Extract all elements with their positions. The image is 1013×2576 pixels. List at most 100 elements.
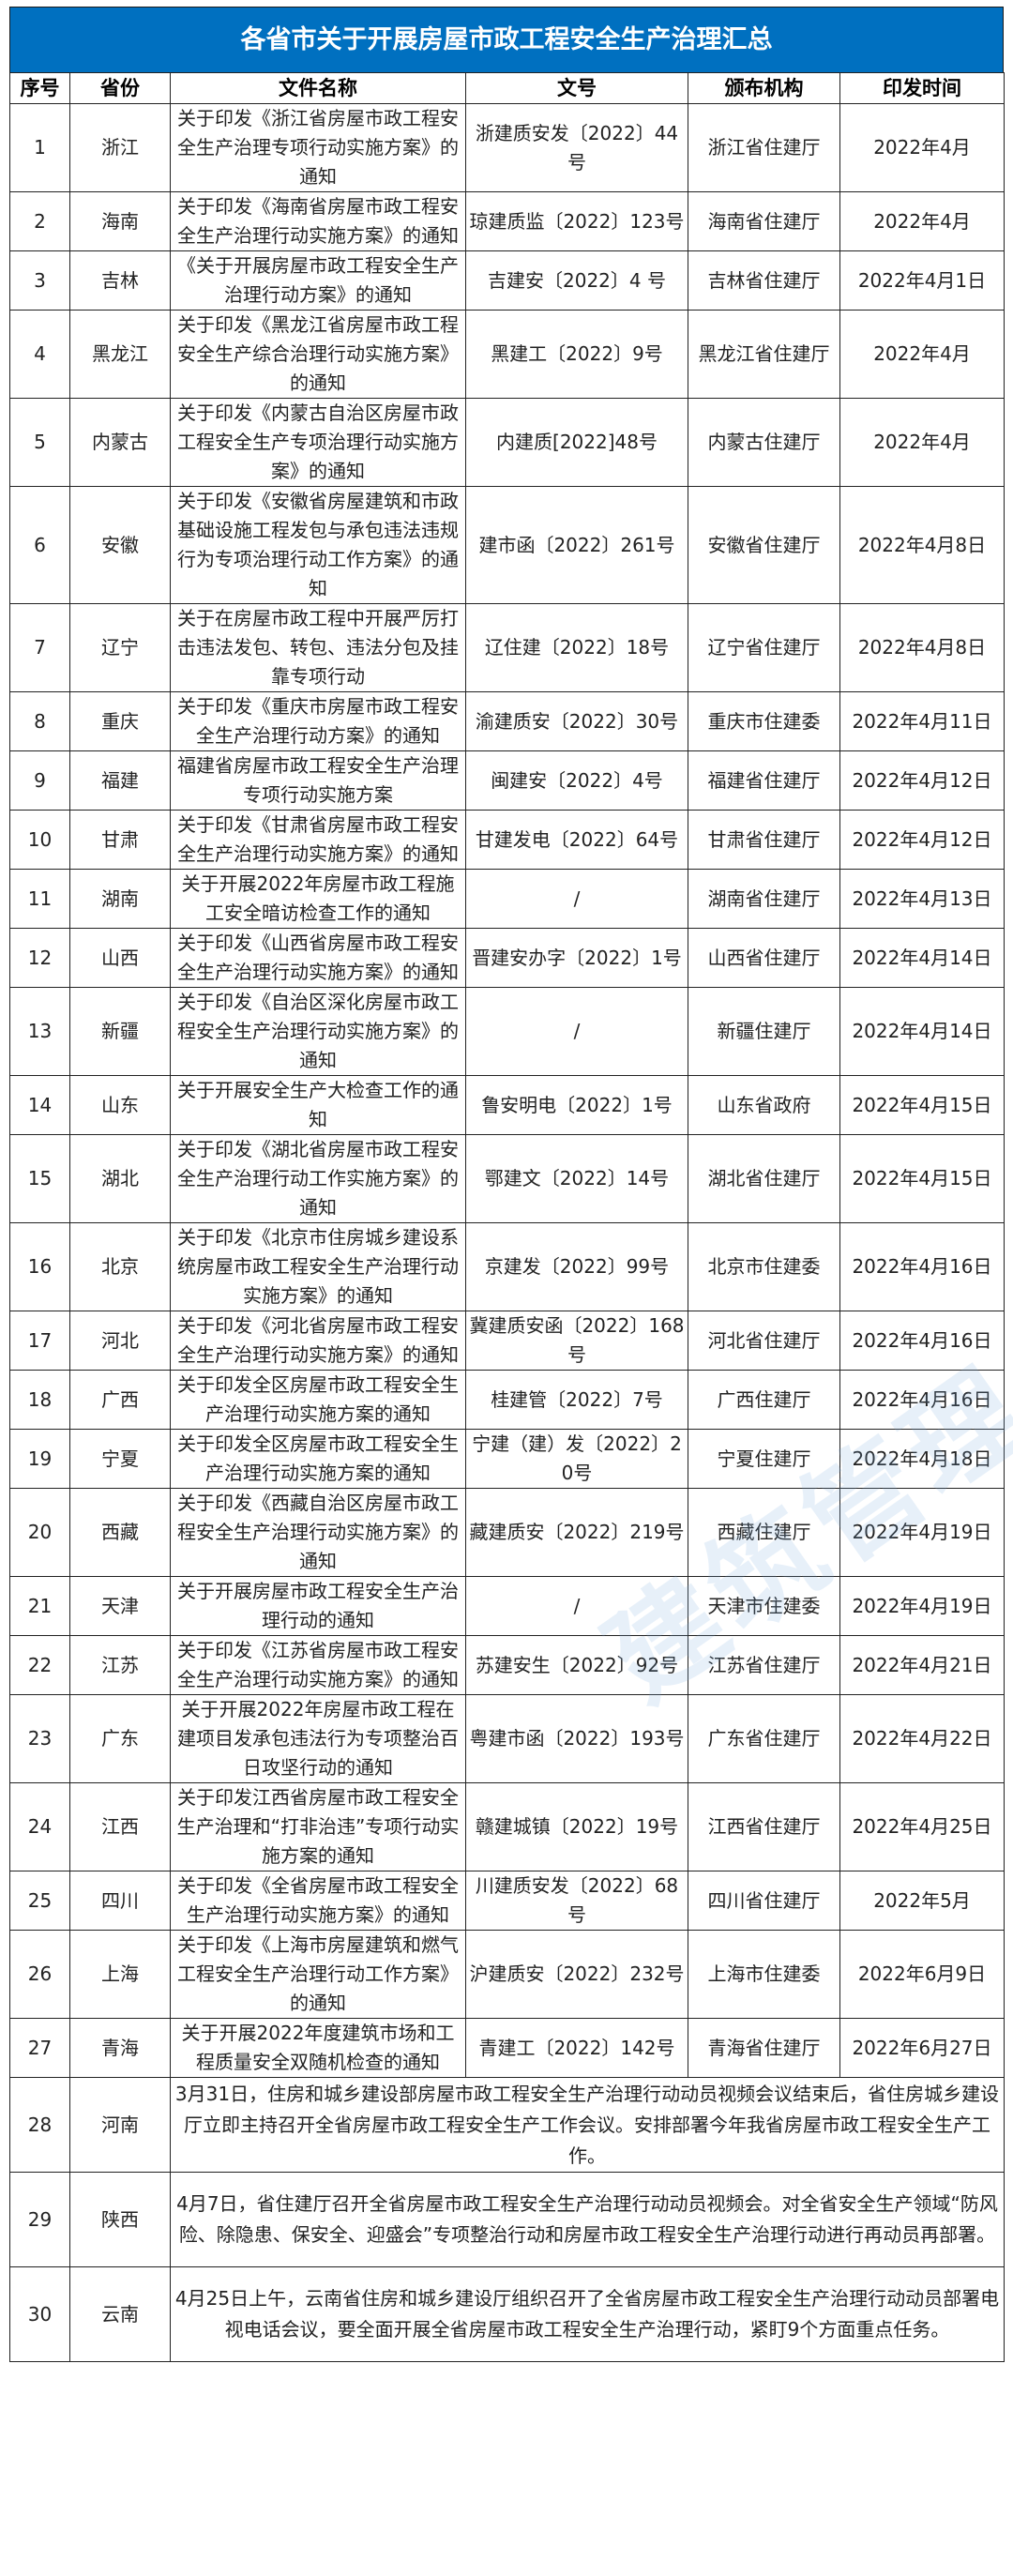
table-row: 14 山东 关于开展安全生产大检查工作的通知 鲁安明电〔2022〕1号 山东省政府 202… xyxy=(9,1075,1005,1135)
cell-index: 8 xyxy=(9,691,70,751)
cell-document-name: 关于开展2022年房屋市政工程施工安全暗访检查工作的通知 xyxy=(170,869,466,929)
cell-issuing-agency: 天津市住建委 xyxy=(688,1576,840,1636)
cell-note: 4月25日上午，云南省住房和城乡建设厅组织召开了全省房屋市政工程安全生产治理行动… xyxy=(170,2266,1005,2362)
header-issuing-agency: 颁布机构 xyxy=(688,72,840,104)
cell-document-number: 晋建安办字〔2022〕1号 xyxy=(465,928,688,988)
cell-index: 12 xyxy=(9,928,70,988)
cell-issue-date: 2022年4月11日 xyxy=(839,691,1005,751)
cell-document-name: 福建省房屋市政工程安全生产治理专项行动实施方案 xyxy=(170,750,466,811)
cell-province: 河南 xyxy=(69,2077,171,2173)
table-row: 6 安徽 关于印发《安徽省房屋建筑和市政基础设施工程发包与承包违法违规行为专项治理行… xyxy=(9,486,1005,604)
cell-document-number: 冀建质安函〔2022〕168号 xyxy=(465,1311,688,1371)
cell-document-number: 川建质安发〔2022〕68号 xyxy=(465,1871,688,1931)
cell-document-name: 关于开展2022年房屋市政工程在建项目发承包违法行为专项整治百日攻坚行动的通知 xyxy=(170,1694,466,1783)
cell-document-name: 关于印发《上海市房屋建筑和燃气工程安全生产治理行动工作方案》的通知 xyxy=(170,1930,466,2019)
cell-issuing-agency: 安徽省住建厅 xyxy=(688,486,840,604)
cell-issue-date: 2022年4月 xyxy=(839,103,1005,192)
cell-document-number: 建市函〔2022〕261号 xyxy=(465,486,688,604)
cell-document-name: 关于印发《全省房屋市政工程安全生产治理行动实施方案》的通知 xyxy=(170,1871,466,1931)
cell-issue-date: 2022年6月27日 xyxy=(839,2018,1005,2078)
cell-index: 1 xyxy=(9,103,70,192)
cell-issuing-agency: 广东省住建厅 xyxy=(688,1694,840,1783)
cell-index: 15 xyxy=(9,1134,70,1223)
table-row: 12 山西 关于印发《山西省房屋市政工程安全生产治理行动实施方案》的通知 晋建安办字〔… xyxy=(9,928,1005,988)
cell-issuing-agency: 江苏省住建厅 xyxy=(688,1635,840,1695)
cell-document-number: 浙建质安发〔2022〕44号 xyxy=(465,103,688,192)
cell-document-number: 吉建安〔2022〕4 号 xyxy=(465,250,688,311)
header-index: 序号 xyxy=(9,72,70,104)
table-row: 2 海南 关于印发《海南省房屋市政工程安全生产治理行动实施方案》的通知 琼建质监〔20… xyxy=(9,191,1005,251)
header-issue-date: 印发时间 xyxy=(839,72,1005,104)
cell-index: 29 xyxy=(9,2172,70,2267)
cell-index: 19 xyxy=(9,1429,70,1489)
cell-issue-date: 2022年4月12日 xyxy=(839,810,1005,870)
cell-note: 4月7日，省住建厅召开全省房屋市政工程安全生产治理行动动员视频会。对全省安全生产… xyxy=(170,2172,1005,2267)
cell-document-number: 闽建安〔2022〕4号 xyxy=(465,750,688,811)
cell-province: 四川 xyxy=(69,1871,171,1931)
cell-issue-date: 2022年4月13日 xyxy=(839,869,1005,929)
cell-province: 海南 xyxy=(69,191,171,251)
cell-issuing-agency: 山东省政府 xyxy=(688,1075,840,1135)
cell-issuing-agency: 山西省住建厅 xyxy=(688,928,840,988)
cell-index: 16 xyxy=(9,1222,70,1311)
table-row: 25 四川 关于印发《全省房屋市政工程安全生产治理行动实施方案》的通知 川建质安发〔2… xyxy=(9,1871,1005,1931)
cell-document-number: 桂建管〔2022〕7号 xyxy=(465,1370,688,1430)
cell-index: 3 xyxy=(9,250,70,311)
cell-index: 17 xyxy=(9,1311,70,1371)
table-row: 11 湖南 关于开展2022年房屋市政工程施工安全暗访检查工作的通知 / 湖南省住建厅 2… xyxy=(9,869,1005,929)
cell-document-number: 青建工〔2022〕142号 xyxy=(465,2018,688,2078)
cell-index: 9 xyxy=(9,750,70,811)
table-row: 17 河北 关于印发《河北省房屋市政工程安全生产治理行动实施方案》的通知 冀建质安函〔… xyxy=(9,1311,1005,1371)
cell-index: 11 xyxy=(9,869,70,929)
cell-province: 云南 xyxy=(69,2266,171,2362)
cell-document-number: / xyxy=(465,869,688,929)
table-row: 5 内蒙古 关于印发《内蒙古自治区房屋市政工程安全生产专项治理行动实施方案》的通知内… xyxy=(9,398,1005,487)
cell-issuing-agency: 海南省住建厅 xyxy=(688,191,840,251)
cell-document-name: 关于印发《北京市住房城乡建设系统房屋市政工程安全生产治理行动实施方案》的通知 xyxy=(170,1222,466,1311)
cell-province: 广西 xyxy=(69,1370,171,1430)
cell-document-number: 赣建城镇〔2022〕19号 xyxy=(465,1782,688,1871)
cell-document-name: 关于开展房屋市政工程安全生产治理行动的通知 xyxy=(170,1576,466,1636)
cell-document-name: 关于开展2022年度建筑市场和工程质量安全双随机检查的通知 xyxy=(170,2018,466,2078)
cell-issuing-agency: 广西住建厅 xyxy=(688,1370,840,1430)
cell-issue-date: 2022年4月1日 xyxy=(839,250,1005,311)
cell-issue-date: 2022年5月 xyxy=(839,1871,1005,1931)
cell-province: 天津 xyxy=(69,1576,171,1636)
table-row: 13 新疆 关于印发《自治区深化房屋市政工程安全生产治理行动实施方案》的通知 / 新疆住… xyxy=(9,987,1005,1076)
cell-document-number: / xyxy=(465,987,688,1076)
table-row: 3 吉林 《关于开展房屋市政工程安全生产治理行动方案》的通知 吉建安〔2022〕4 号… xyxy=(9,250,1005,311)
cell-province: 西藏 xyxy=(69,1488,171,1577)
table-row: 1 浙江 关于印发《浙江省房屋市政工程安全生产治理专项行动实施方案》的通知 浙建质安发… xyxy=(9,103,1005,192)
cell-province: 新疆 xyxy=(69,987,171,1076)
cell-issue-date: 2022年4月 xyxy=(839,310,1005,399)
cell-issuing-agency: 甘肃省住建厅 xyxy=(688,810,840,870)
table-row: 16 北京 关于印发《北京市住房城乡建设系统房屋市政工程安全生产治理行动实施方案》的… xyxy=(9,1222,1005,1311)
table-row: 10 甘肃 关于印发《甘肃省房屋市政工程安全生产治理行动实施方案》的通知 甘建发电〔2… xyxy=(9,810,1005,870)
cell-document-name: 关于印发《湖北省房屋市政工程安全生产治理行动工作实施方案》的通知 xyxy=(170,1134,466,1223)
cell-issue-date: 2022年4月16日 xyxy=(839,1311,1005,1371)
cell-issuing-agency: 黑龙江省住建厅 xyxy=(688,310,840,399)
cell-issuing-agency: 湖南省住建厅 xyxy=(688,869,840,929)
cell-issue-date: 2022年4月22日 xyxy=(839,1694,1005,1783)
cell-issuing-agency: 宁夏住建厅 xyxy=(688,1429,840,1489)
table-row: 7 辽宁 关于在房屋市政工程中开展严厉打击违法发包、转包、违法分包及挂靠专项行动 辽住… xyxy=(9,603,1005,692)
cell-province: 内蒙古 xyxy=(69,398,171,487)
cell-province: 陕西 xyxy=(69,2172,171,2267)
cell-index: 4 xyxy=(9,310,70,399)
table-row: 24 江西 关于印发江西省房屋市政工程安全生产治理和“打非治违”专项行动实施方案的通… xyxy=(9,1782,1005,1871)
cell-province: 山西 xyxy=(69,928,171,988)
cell-index: 18 xyxy=(9,1370,70,1430)
cell-index: 30 xyxy=(9,2266,70,2362)
cell-issuing-agency: 新疆住建厅 xyxy=(688,987,840,1076)
table-row: 8 重庆 关于印发《重庆市房屋市政工程安全生产治理行动方案》的通知 渝建质安〔2022… xyxy=(9,691,1005,751)
cell-document-number: / xyxy=(465,1576,688,1636)
cell-document-name: 关于开展安全生产大检查工作的通知 xyxy=(170,1075,466,1135)
cell-index: 7 xyxy=(9,603,70,692)
cell-issuing-agency: 重庆市住建委 xyxy=(688,691,840,751)
cell-issue-date: 2022年4月8日 xyxy=(839,486,1005,604)
cell-province: 重庆 xyxy=(69,691,171,751)
table-row: 9 福建 福建省房屋市政工程安全生产治理专项行动实施方案 闽建安〔2022〕4号 福建省… xyxy=(9,750,1005,811)
cell-index: 28 xyxy=(9,2077,70,2173)
cell-index: 21 xyxy=(9,1576,70,1636)
cell-index: 20 xyxy=(9,1488,70,1577)
